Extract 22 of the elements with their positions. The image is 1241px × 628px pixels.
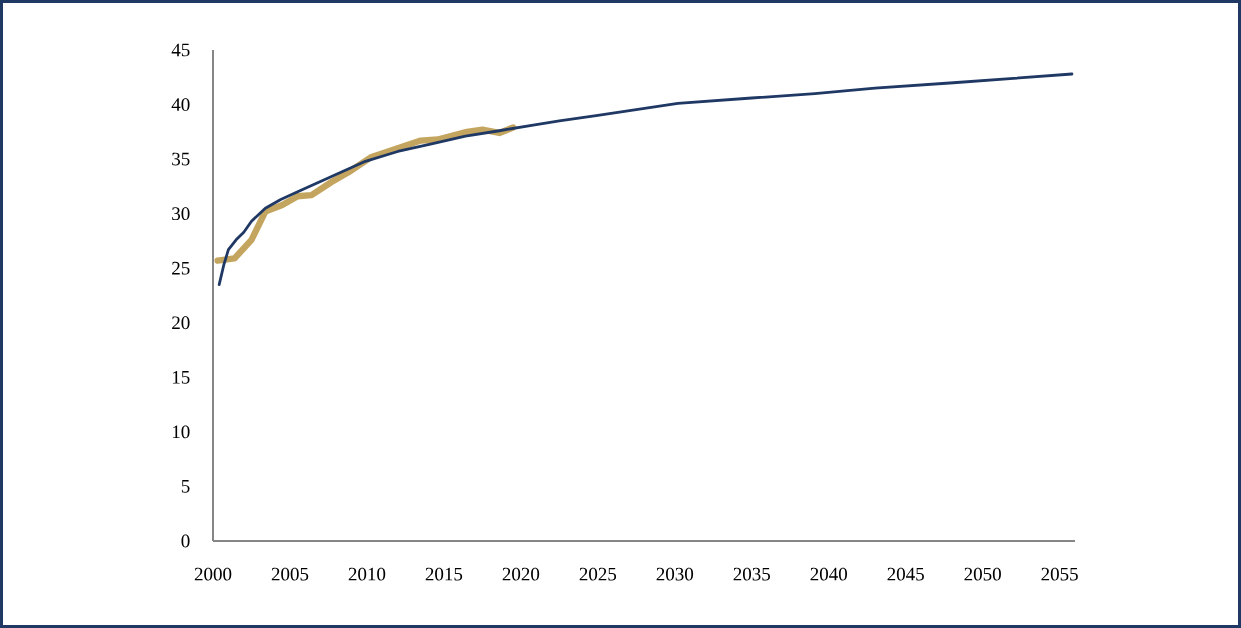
x-tick-label: 2020: [502, 567, 540, 581]
x-tick-label: 2045: [887, 567, 924, 581]
x-tick-label: 2050: [964, 567, 1001, 581]
y-tick-label: 25: [172, 261, 190, 275]
x-tick-label: 2015: [425, 567, 463, 581]
x-tick-label: 2040: [810, 567, 847, 581]
x-tick-label: 2005: [271, 567, 309, 581]
y-tick-label: 45: [171, 43, 190, 57]
x-tick-label: 2025: [579, 567, 617, 581]
y-tick-label: 5: [181, 480, 190, 493]
x-tick-label: 2035: [733, 567, 771, 581]
x-tick-label: 2010: [348, 567, 386, 581]
y-tick-label: 20: [172, 316, 190, 330]
y-tick-label: 30: [172, 207, 190, 221]
y-tick-label: 15: [172, 370, 190, 384]
y-tick-label: 40: [171, 98, 190, 111]
x-tick-label: 2055: [1041, 567, 1078, 581]
y-tick-label: 35: [172, 152, 190, 166]
x-tick-label: 2000: [194, 567, 232, 581]
x-tick-label: 2030: [656, 567, 694, 581]
y-tick-label: 0: [181, 534, 190, 548]
y-tick-label: 10: [172, 425, 190, 439]
